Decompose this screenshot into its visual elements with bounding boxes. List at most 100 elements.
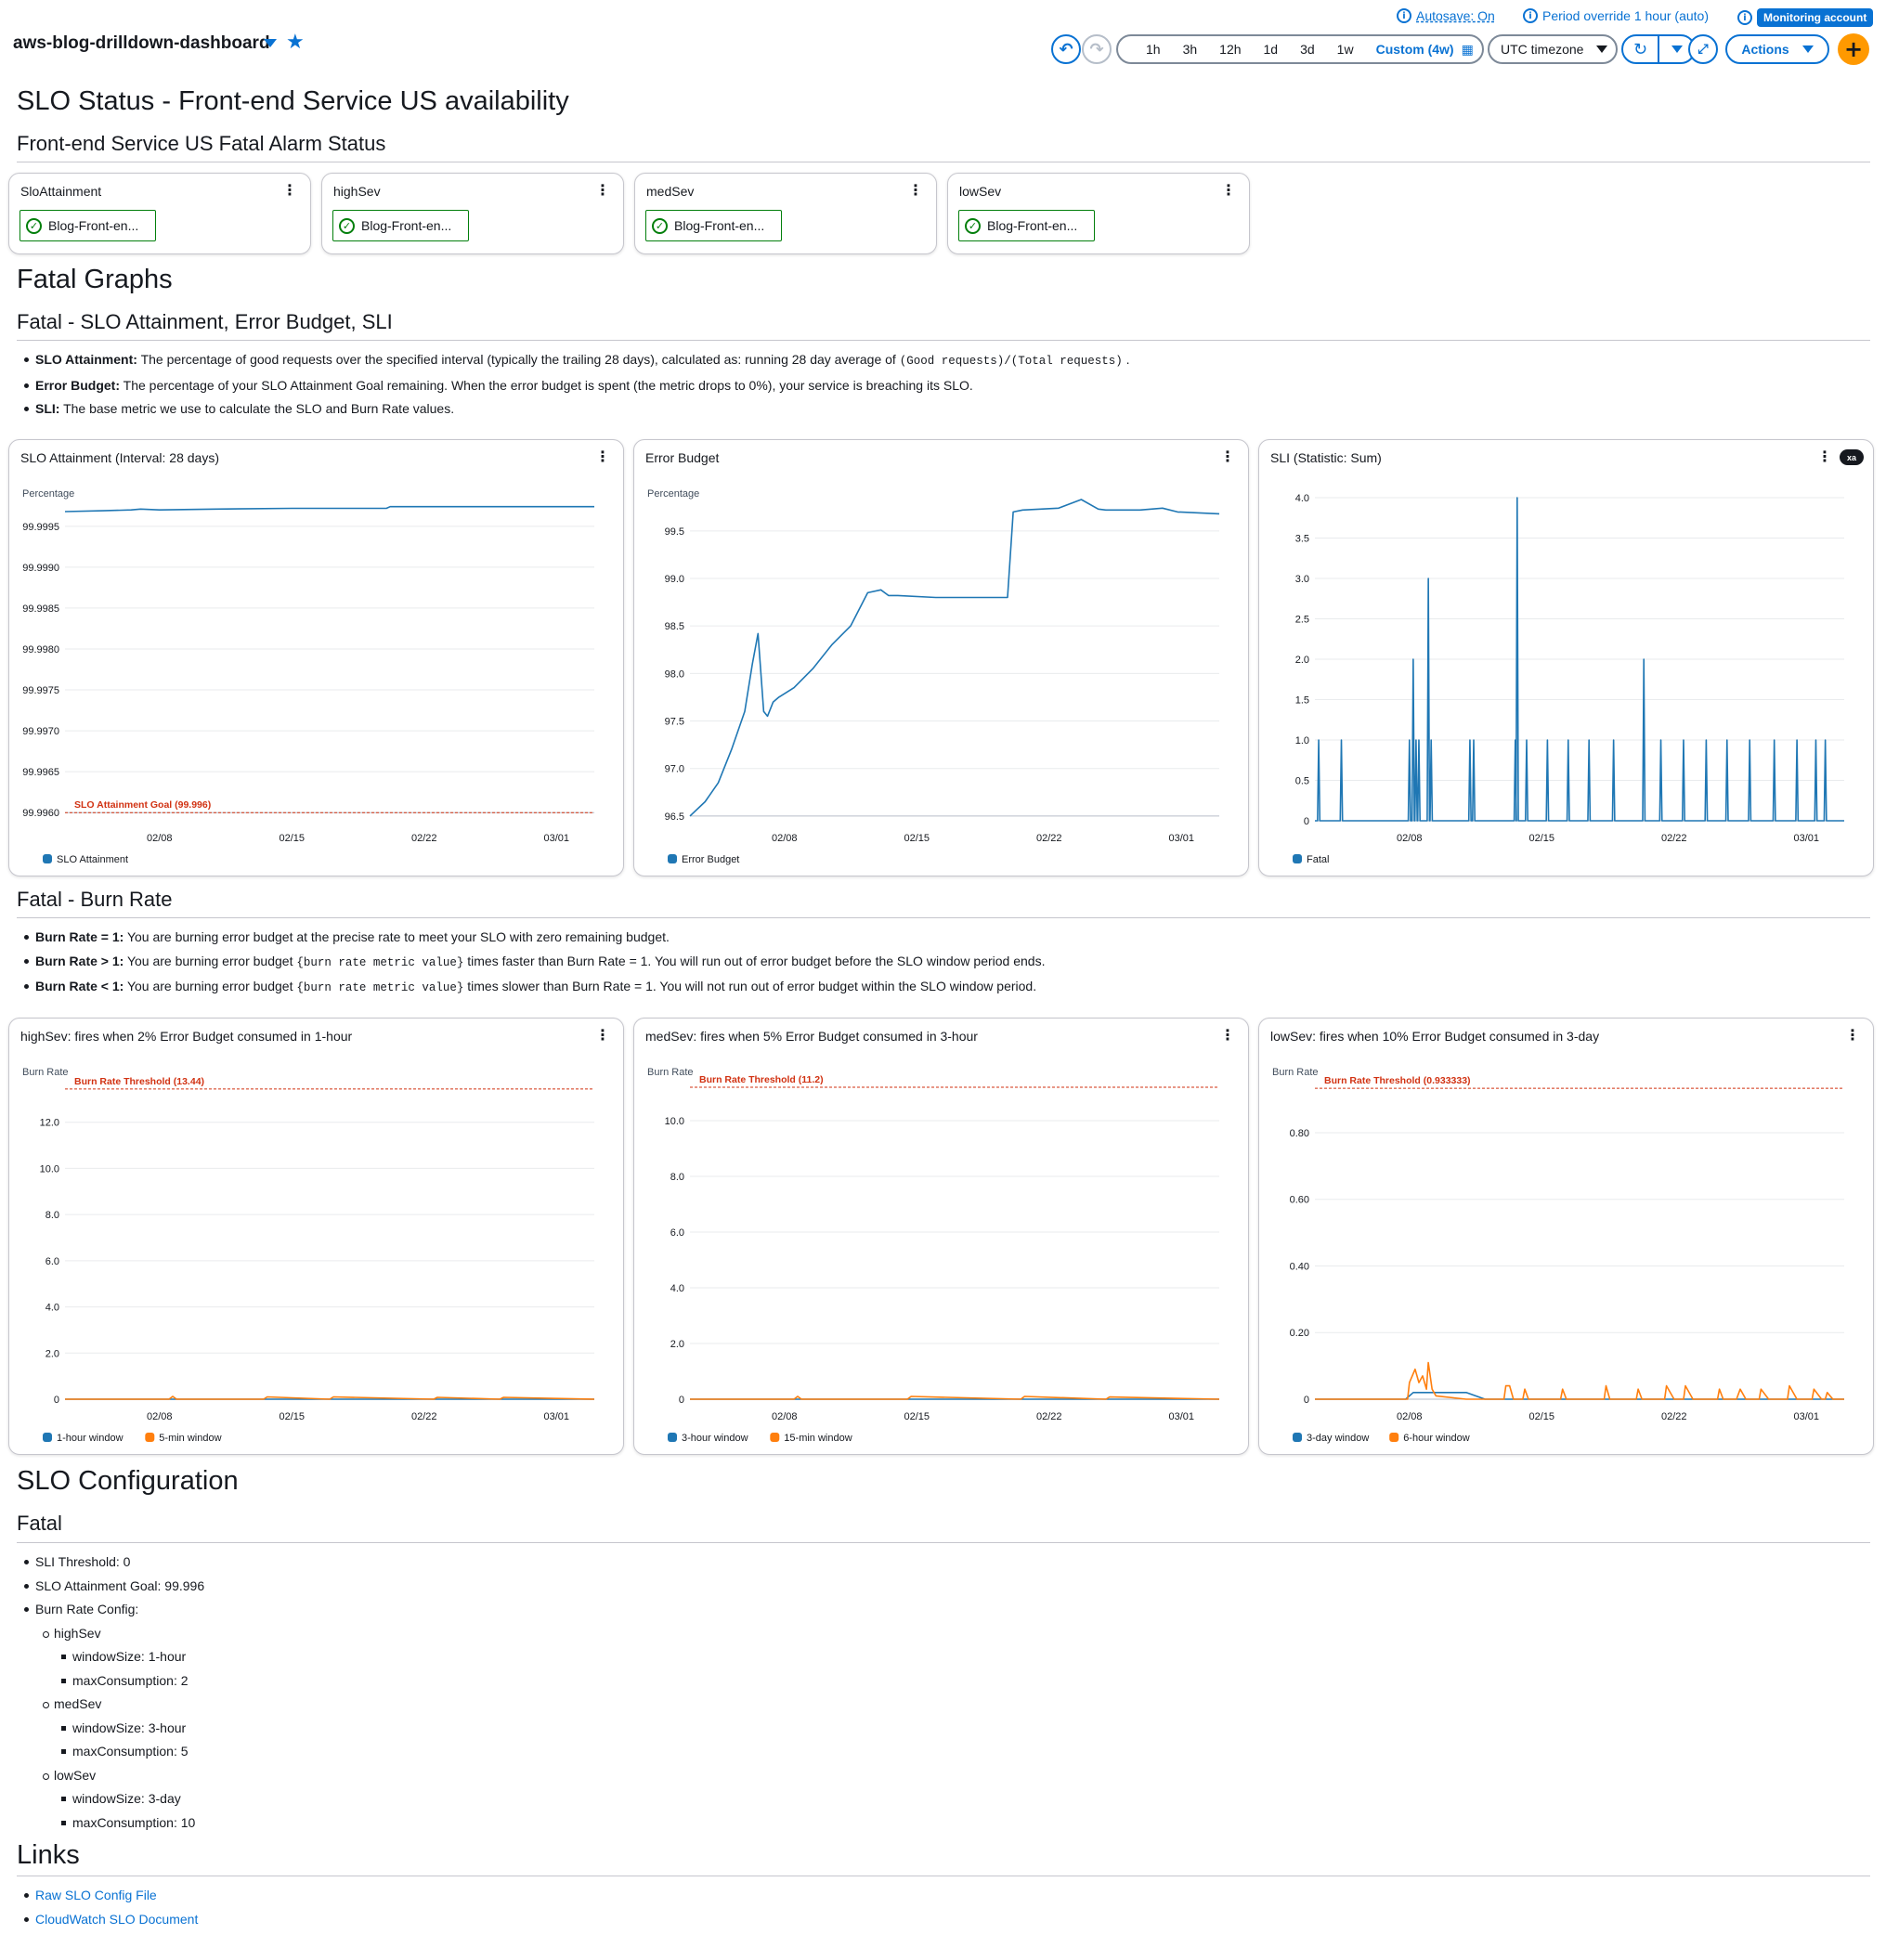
list-item: maxConsumption: 5 bbox=[59, 1740, 204, 1764]
fullscreen-button[interactable]: ⤢ bbox=[1688, 34, 1718, 64]
alarm-status-pill[interactable]: ✓ Blog-Front-en... bbox=[20, 210, 156, 241]
y-tick-label: 10.0 bbox=[665, 1116, 684, 1127]
x-tick-label: 02/15 bbox=[280, 1411, 306, 1422]
legend-label: 5-min window bbox=[159, 1433, 221, 1444]
chevron-down-icon bbox=[1596, 45, 1608, 53]
time-range-3d[interactable]: 3d bbox=[1300, 42, 1315, 57]
y-tick-label: 99.9980 bbox=[22, 644, 59, 655]
divider bbox=[17, 340, 1870, 341]
time-range-12h[interactable]: 12h bbox=[1219, 42, 1242, 57]
widget-title: SloAttainment bbox=[20, 184, 102, 199]
burn-rate-title: Fatal - Burn Rate bbox=[17, 888, 173, 911]
dashboard-title[interactable]: aws-blog-drilldown-dashboard bbox=[13, 33, 270, 53]
widget-menu-icon[interactable]: ⋮ bbox=[282, 181, 297, 199]
alarm-widget-highsev: highSev ⋮ ✓ Blog-Front-en... bbox=[321, 173, 624, 254]
timezone-dropdown[interactable]: UTC timezone bbox=[1488, 34, 1618, 64]
y-tick-label: 4.0 bbox=[1295, 493, 1309, 504]
time-range-3h[interactable]: 3h bbox=[1182, 42, 1198, 57]
y-tick-label: 10.0 bbox=[40, 1163, 59, 1175]
slo-attainment-chart: Percentage 99.9960 99.9965 99.9970 99.9975 99… bbox=[22, 488, 594, 865]
list-item: CloudWatch SLO Document bbox=[22, 1908, 198, 1932]
time-range-1h[interactable]: 1h bbox=[1146, 42, 1161, 57]
widget-menu-icon[interactable]: ⋮ bbox=[1220, 1026, 1235, 1044]
y-tick-label: 2.0 bbox=[46, 1348, 59, 1359]
dashboard-switcher-chevron-icon[interactable] bbox=[264, 39, 277, 47]
list-item: Burn Rate = 1: You are burning error bud… bbox=[22, 926, 1045, 950]
x-tick-label: 02/22 bbox=[1661, 1411, 1687, 1422]
x-tick-label: 02/08 bbox=[147, 1411, 173, 1422]
chart-widget-highsev-burn-rate: Burn Rate 0 2.0 4.0 6.0 8.0 10.0 12.0 02/08 02/15… bbox=[8, 1018, 624, 1455]
threshold-label: SLO Attainment Goal (99.996) bbox=[74, 799, 211, 811]
widget-menu-icon[interactable]: ⋮ bbox=[908, 181, 923, 199]
fatal-graphs-title: Fatal Graphs bbox=[17, 265, 173, 294]
widget-title: Error Budget bbox=[645, 450, 720, 465]
widget-title: lowSev bbox=[959, 184, 1002, 199]
undo-button[interactable]: ↶ bbox=[1051, 34, 1081, 64]
list-item: SLI: The base metric we use to calculate… bbox=[22, 397, 1130, 422]
time-range-custom[interactable]: Custom (4w) bbox=[1375, 42, 1454, 57]
raw-slo-config-link[interactable]: Raw SLO Config File bbox=[35, 1888, 157, 1902]
add-widget-button[interactable]: + bbox=[1838, 33, 1869, 65]
redo-button[interactable]: ↷ bbox=[1082, 34, 1112, 64]
autosave-toggle[interactable]: i Autosave: On bbox=[1397, 8, 1495, 23]
chart-widget-medsev-burn-rate: Burn Rate 0 2.0 4.0 6.0 8.0 10.0 02/08 02/15 02/2… bbox=[633, 1018, 1249, 1455]
time-range-1w[interactable]: 1w bbox=[1336, 42, 1354, 57]
alarm-widget-medsev: medSev ⋮ ✓ Blog-Front-en... bbox=[634, 173, 937, 254]
y-tick-label: 8.0 bbox=[670, 1172, 684, 1183]
time-range-1d[interactable]: 1d bbox=[1263, 42, 1279, 57]
chart-widget-sli: 0 0.5 1.0 1.5 2.0 2.5 3.0 3.5 4.0 02/08 02/15 02/22… bbox=[1258, 439, 1874, 876]
cloudwatch-slo-document-link[interactable]: CloudWatch SLO Document bbox=[35, 1911, 199, 1927]
list-item: SLO Attainment: The percentage of good r… bbox=[22, 348, 1130, 374]
widget-menu-icon[interactable]: ⋮ bbox=[1220, 448, 1235, 465]
alarm-status-pill[interactable]: ✓ Blog-Front-en... bbox=[958, 210, 1095, 241]
threshold-label: Burn Rate Threshold (13.44) bbox=[74, 1076, 204, 1087]
monitoring-account-badge[interactable]: i Monitoring account bbox=[1737, 8, 1874, 27]
period-override-link[interactable]: i Period override 1 hour (auto) bbox=[1523, 8, 1709, 23]
list-item: Burn Rate > 1: You are burning error bud… bbox=[22, 950, 1045, 976]
series-line bbox=[64, 505, 594, 513]
y-tick-label: 3.5 bbox=[1295, 534, 1309, 545]
y-tick-label: 0 bbox=[1304, 1395, 1309, 1406]
refresh-button[interactable]: ↻ bbox=[1623, 36, 1659, 62]
chevron-down-icon bbox=[1801, 45, 1814, 53]
list-item: maxConsumption: 2 bbox=[59, 1669, 204, 1694]
widget-menu-icon[interactable]: ⋮ bbox=[1817, 448, 1832, 465]
actions-dropdown[interactable]: Actions bbox=[1725, 34, 1829, 64]
x-tick-label: 02/15 bbox=[904, 1411, 930, 1422]
widget-menu-icon[interactable]: ⋮ bbox=[595, 448, 610, 465]
widget-menu-icon[interactable]: ⋮ bbox=[1845, 1026, 1860, 1044]
fatal-definitions-list: SLO Attainment: The percentage of good r… bbox=[22, 348, 1130, 422]
ok-status-icon: ✓ bbox=[339, 217, 355, 234]
list-item: Raw SLO Config File bbox=[22, 1884, 198, 1908]
highsev-burn-rate-chart: Burn Rate 0 2.0 4.0 6.0 8.0 10.0 12.0 02/08 02/15… bbox=[22, 1067, 595, 1444]
y-tick-label: 97.0 bbox=[665, 764, 684, 775]
slo-status-title: SLO Status - Front-end Service US availa… bbox=[17, 86, 569, 116]
list-item: Burn Rate < 1: You are burning error bud… bbox=[22, 975, 1045, 1001]
alarm-status-pill[interactable]: ✓ Blog-Front-en... bbox=[332, 210, 469, 241]
y-tick-label: 6.0 bbox=[46, 1256, 59, 1267]
widget-title: highSev bbox=[333, 184, 381, 199]
widget-menu-icon[interactable]: ⋮ bbox=[595, 1026, 610, 1044]
list-item: Burn Rate Config: bbox=[22, 1598, 204, 1622]
alarm-status-heading: Front-end Service US Fatal Alarm Status bbox=[17, 132, 386, 155]
widget-title: lowSev: fires when 10% Error Budget cons… bbox=[1270, 1029, 1600, 1044]
legend-swatch bbox=[43, 1433, 52, 1442]
calendar-icon[interactable]: ▦ bbox=[1461, 41, 1474, 57]
cross-account-badge[interactable]: xa bbox=[1840, 449, 1864, 465]
chart-widget-lowsev-burn-rate: Burn Rate 0 0.20 0.40 0.60 0.80 02/08 02/15 02/2… bbox=[1258, 1018, 1874, 1455]
x-tick-label: 02/15 bbox=[1529, 1411, 1555, 1422]
alarm-status-pill[interactable]: ✓ Blog-Front-en... bbox=[645, 210, 782, 241]
y-tick-label: 99.9960 bbox=[22, 808, 59, 819]
info-icon: i bbox=[1397, 8, 1411, 23]
y-tick-label: 99.5 bbox=[665, 526, 684, 538]
refresh-interval-dropdown[interactable] bbox=[1659, 36, 1694, 62]
y-tick-label: 4.0 bbox=[670, 1283, 684, 1294]
sli-chart: 0 0.5 1.0 1.5 2.0 2.5 3.0 3.5 4.0 02/08 02/15 02/22… bbox=[1293, 493, 1844, 865]
favorite-star-icon[interactable]: ★ bbox=[286, 30, 305, 53]
redo-icon: ↷ bbox=[1089, 39, 1104, 59]
legend-label: 15-min window bbox=[784, 1433, 852, 1444]
widget-menu-icon[interactable]: ⋮ bbox=[1221, 181, 1236, 199]
links-list: Raw SLO Config File CloudWatch SLO Docum… bbox=[22, 1884, 198, 1931]
fatal-graphs-subtitle: Fatal - SLO Attainment, Error Budget, SL… bbox=[17, 310, 393, 333]
widget-menu-icon[interactable]: ⋮ bbox=[595, 181, 610, 199]
